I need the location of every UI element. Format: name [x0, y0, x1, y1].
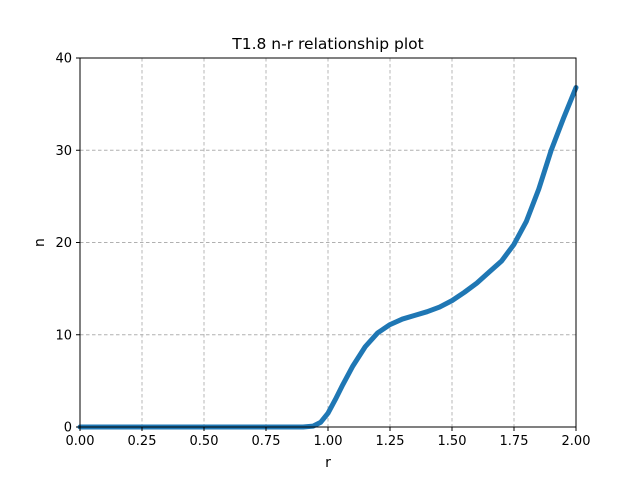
- x-tick-label: 0.75: [252, 434, 281, 449]
- x-tick-label: 1.75: [500, 434, 529, 449]
- y-tick-label: 40: [55, 52, 72, 67]
- x-tick-label: 1.25: [376, 434, 405, 449]
- y-tick-label: 20: [55, 236, 72, 251]
- x-tick-label: 0.00: [66, 434, 95, 449]
- x-tick-label: 0.50: [190, 434, 219, 449]
- y-axis-label: n: [32, 238, 48, 247]
- ticks: 0.00 0.25 0.50 0.75 1.00 1.25 1.50 1.75 2.00 0 10 2…: [55, 52, 590, 450]
- x-tick-label: 1.00: [314, 434, 343, 449]
- series-line-0: [77, 85, 579, 430]
- x-tick-label: 2.00: [562, 434, 591, 449]
- y-tick-label: 0: [64, 421, 72, 436]
- y-tick-label: 10: [55, 328, 72, 343]
- x-tick-label: 0.25: [128, 434, 157, 449]
- chart-title: T1.8 n-r relationship plot: [231, 35, 424, 53]
- series-layer: [77, 85, 579, 430]
- x-axis-label: r: [325, 455, 331, 471]
- y-tick-label: 30: [55, 144, 72, 159]
- x-tick-label: 1.50: [438, 434, 467, 449]
